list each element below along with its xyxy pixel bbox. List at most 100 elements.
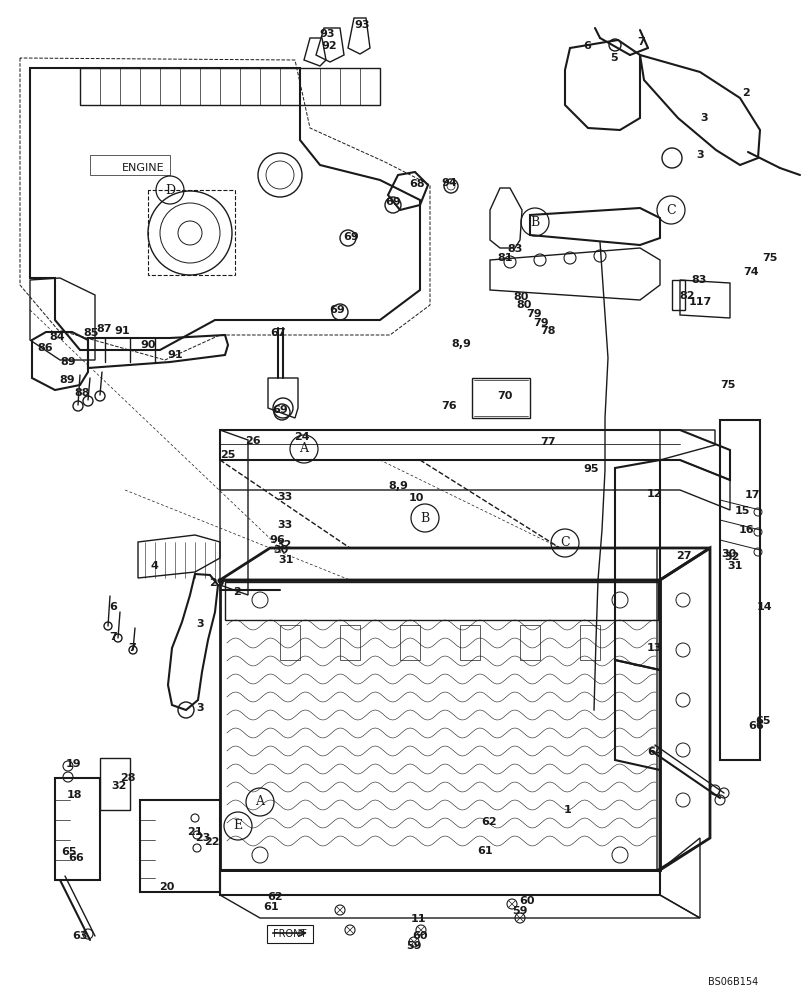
Text: 60: 60 — [412, 931, 427, 941]
Text: 16: 16 — [738, 525, 754, 535]
Text: 93: 93 — [354, 20, 369, 30]
Text: 5: 5 — [609, 53, 617, 63]
Text: 69: 69 — [385, 197, 401, 207]
Text: 6: 6 — [582, 41, 590, 51]
Text: 1: 1 — [564, 805, 571, 815]
Text: 2: 2 — [741, 88, 749, 98]
Text: 65: 65 — [754, 716, 770, 726]
Text: 59: 59 — [406, 941, 422, 951]
Text: 89: 89 — [59, 375, 75, 385]
Text: 28: 28 — [120, 773, 136, 783]
Text: 69: 69 — [271, 405, 287, 415]
Text: 30: 30 — [273, 545, 288, 555]
Text: 12: 12 — [646, 489, 661, 499]
Text: 15: 15 — [733, 506, 748, 516]
Text: 69: 69 — [343, 232, 358, 242]
Text: 20: 20 — [159, 882, 174, 892]
Text: 62: 62 — [267, 892, 283, 902]
Text: C: C — [666, 204, 675, 217]
Text: 93: 93 — [319, 29, 334, 39]
Text: A: A — [255, 795, 264, 808]
Text: 80: 80 — [512, 292, 528, 302]
Text: 61: 61 — [477, 846, 492, 856]
Text: B: B — [530, 216, 539, 229]
Text: 91: 91 — [114, 326, 129, 336]
Text: 22: 22 — [204, 837, 219, 847]
Text: 90: 90 — [140, 340, 156, 350]
Text: 75: 75 — [719, 380, 735, 390]
Text: 14: 14 — [756, 602, 772, 612]
Text: 63: 63 — [72, 931, 88, 941]
Text: BS06B154: BS06B154 — [707, 977, 757, 987]
Text: 86: 86 — [37, 343, 53, 353]
Text: 60: 60 — [519, 896, 534, 906]
Text: 85: 85 — [84, 328, 99, 338]
Text: 83: 83 — [507, 244, 522, 254]
Text: 67: 67 — [270, 328, 285, 338]
Text: 75: 75 — [761, 253, 777, 263]
Text: 21: 21 — [187, 827, 202, 837]
Text: 10: 10 — [408, 493, 423, 503]
Text: 70: 70 — [497, 391, 512, 401]
Text: 30: 30 — [720, 549, 736, 559]
Text: 61: 61 — [263, 902, 279, 912]
Text: 26: 26 — [245, 436, 260, 446]
Text: 79: 79 — [532, 318, 548, 328]
Text: B: B — [420, 512, 429, 524]
Text: 17: 17 — [744, 490, 759, 500]
Text: 66: 66 — [68, 853, 84, 863]
Text: 66: 66 — [748, 721, 763, 731]
Bar — [267, 925, 312, 943]
Text: 13: 13 — [646, 643, 661, 653]
Text: 69: 69 — [328, 305, 344, 315]
Text: 32: 32 — [111, 781, 127, 791]
Text: 2: 2 — [233, 587, 241, 597]
Text: 3: 3 — [196, 703, 203, 713]
Text: 83: 83 — [691, 275, 706, 285]
Text: 74: 74 — [742, 267, 758, 277]
Text: FRONT: FRONT — [273, 929, 306, 939]
Text: 87: 87 — [96, 324, 112, 334]
Text: 77: 77 — [540, 437, 555, 447]
Text: 88: 88 — [74, 388, 90, 398]
Text: 32: 32 — [724, 552, 739, 562]
Text: ENGINE: ENGINE — [122, 163, 165, 173]
Text: 11: 11 — [410, 914, 426, 924]
Text: 18: 18 — [66, 790, 82, 800]
Text: 91: 91 — [167, 350, 182, 360]
Text: 32: 32 — [276, 540, 291, 550]
Text: 65: 65 — [61, 847, 76, 857]
Text: 31: 31 — [727, 561, 742, 571]
Text: C: C — [560, 536, 569, 550]
Text: 95: 95 — [582, 464, 598, 474]
Text: 80: 80 — [516, 300, 531, 310]
Text: 96: 96 — [269, 535, 284, 545]
Text: 7: 7 — [128, 643, 136, 653]
Text: 94: 94 — [441, 178, 456, 188]
Text: 33: 33 — [277, 520, 292, 530]
Text: 7: 7 — [109, 632, 116, 642]
Bar — [90, 155, 169, 175]
Text: 31: 31 — [278, 555, 293, 565]
Text: 6: 6 — [109, 602, 116, 612]
Text: 3: 3 — [196, 619, 203, 629]
Text: 117: 117 — [687, 297, 711, 307]
Text: 78: 78 — [540, 326, 555, 336]
Text: 7: 7 — [636, 37, 644, 47]
Text: 62: 62 — [480, 817, 496, 827]
Text: A: A — [300, 442, 308, 456]
Text: 76: 76 — [441, 401, 456, 411]
Text: 29: 29 — [209, 578, 225, 588]
Text: 8,9: 8,9 — [450, 339, 471, 349]
Text: 82: 82 — [679, 291, 694, 301]
Bar — [471, 378, 529, 418]
Text: 64: 64 — [646, 747, 662, 757]
Text: 79: 79 — [525, 309, 541, 319]
Text: E: E — [233, 819, 243, 832]
Text: 3: 3 — [695, 150, 703, 160]
Text: 27: 27 — [675, 551, 691, 561]
Text: 68: 68 — [409, 179, 424, 189]
Text: 25: 25 — [220, 450, 235, 460]
Text: 89: 89 — [60, 357, 75, 367]
Text: 19: 19 — [66, 759, 82, 769]
